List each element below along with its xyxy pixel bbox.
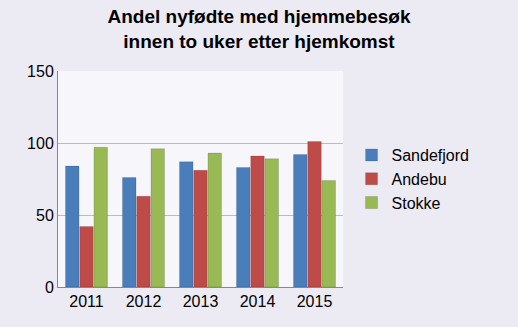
svg-text:Stokke: Stokke — [392, 195, 441, 212]
svg-text:100: 100 — [27, 135, 54, 152]
svg-text:2011: 2011 — [69, 293, 104, 310]
svg-text:0: 0 — [45, 279, 54, 296]
svg-text:Sandefjord: Sandefjord — [392, 147, 469, 164]
svg-text:Andebu: Andebu — [392, 171, 447, 188]
svg-text:150: 150 — [27, 63, 54, 80]
svg-text:2012: 2012 — [126, 293, 162, 310]
svg-text:50: 50 — [36, 207, 54, 224]
svg-text:2015: 2015 — [297, 293, 333, 310]
svg-text:2014: 2014 — [240, 293, 276, 310]
svg-text:2013: 2013 — [183, 293, 219, 310]
svg-text:Andel nyfødte med hjemmebesøki: Andel nyfødte med hjemmebesøkinnen to uk… — [107, 6, 410, 52]
